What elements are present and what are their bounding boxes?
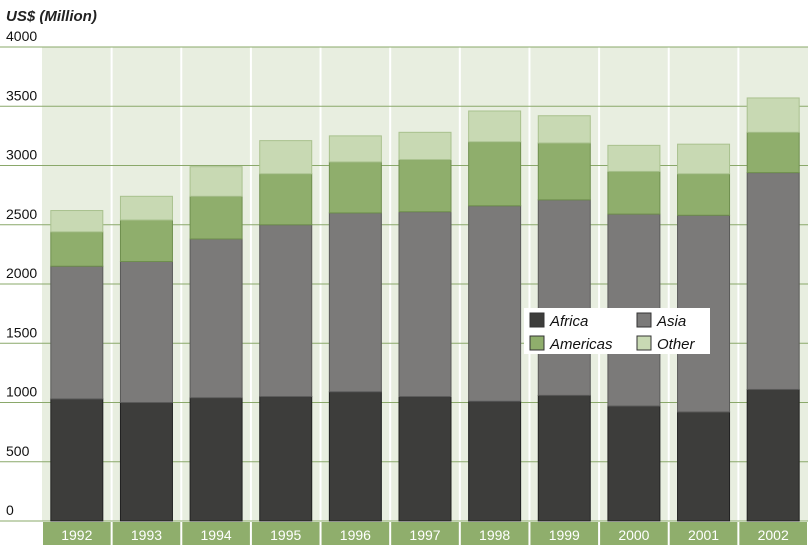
- y-tick-label: 1500: [6, 324, 37, 340]
- y-tick-label: 2000: [6, 265, 37, 281]
- legend-box: [524, 308, 710, 354]
- bars-group: [50, 97, 800, 522]
- y-tick-label: 500: [6, 443, 30, 459]
- y-tick-label: 2500: [6, 206, 37, 222]
- bar-segment-other-1996: [328, 135, 382, 163]
- bar-segment-americas-1999: [537, 142, 591, 201]
- legend-swatch-americas: [529, 335, 545, 351]
- x-tick-label: 1997: [409, 527, 440, 543]
- bar-segment-other-2002: [746, 97, 800, 133]
- bar-segment-africa-2001: [677, 411, 731, 522]
- x-category-cell: [182, 522, 250, 545]
- x-category-cell: [669, 522, 738, 545]
- bar-segment-asia-1994: [189, 238, 243, 399]
- x-category-cell: [530, 522, 599, 545]
- x-category-cell: [43, 522, 111, 545]
- x-tick-label: 1992: [61, 527, 92, 543]
- bar-segment-asia-2002: [746, 172, 800, 390]
- bar-segment-africa-1994: [189, 397, 243, 522]
- bar-segment-americas-1997: [398, 159, 452, 213]
- y-tick-label: 3000: [6, 147, 37, 163]
- bar-segment-asia-1996: [328, 212, 382, 393]
- x-category-cell: [460, 522, 529, 545]
- x-axis-band: 1992 1993 1994 1995 1996 1997 1998 1999 2000 2001…: [43, 522, 807, 545]
- legend-label-americas: Americas: [549, 336, 613, 353]
- bar-segment-other-1999: [537, 115, 591, 144]
- bar-segment-other-1992: [50, 210, 104, 233]
- x-tick-label: 2000: [618, 527, 649, 543]
- x-tick-label: 1993: [131, 527, 162, 543]
- x-tick-label: 1996: [340, 527, 371, 543]
- bar-segment-africa-2002: [746, 388, 800, 522]
- x-category-cell: [739, 522, 807, 545]
- bar-segment-asia-1995: [259, 224, 313, 398]
- y-axis-unit-label: US$ (Million): [6, 8, 97, 25]
- bar-segment-americas-1996: [328, 161, 382, 214]
- bar-segment-africa-1997: [398, 396, 452, 522]
- bar-segment-other-2000: [607, 144, 661, 172]
- x-category-cell: [251, 522, 320, 545]
- bar-segment-americas-1993: [119, 219, 173, 262]
- legend-label-other: Other: [657, 336, 696, 353]
- bar-segment-africa-1995: [259, 396, 313, 522]
- x-tick-label: 2002: [758, 527, 789, 543]
- x-category-cell: [391, 522, 459, 545]
- bar-segment-americas-1998: [468, 141, 522, 207]
- bar-segment-americas-1995: [259, 173, 313, 226]
- legend-swatch-other: [636, 335, 652, 351]
- y-tick-labels: 0 500 1000 1500 2000 2500 3000 3500 4000: [6, 28, 37, 518]
- x-category-cell: [112, 522, 181, 545]
- bar-segment-africa-1992: [50, 398, 104, 522]
- x-category-cell: [600, 522, 668, 545]
- bar-segment-africa-1996: [328, 391, 382, 522]
- legend: Africa Asia Americas Other: [524, 308, 710, 354]
- bar-segment-other-1995: [259, 140, 313, 175]
- bar-segment-other-2001: [677, 143, 731, 175]
- bar-segment-americas-2002: [746, 131, 800, 174]
- bar-segment-americas-2001: [677, 173, 731, 216]
- bar-segment-asia-1999: [537, 199, 591, 396]
- bar-segment-asia-1992: [50, 265, 104, 400]
- y-tick-label: 0: [6, 502, 14, 518]
- legend-label-africa: Africa: [549, 313, 588, 330]
- x-tick-label: 1994: [201, 527, 232, 543]
- x-tick-label: 1995: [270, 527, 301, 543]
- legend-swatch-africa: [529, 312, 545, 328]
- bar-segment-americas-1992: [50, 231, 104, 267]
- x-tick-label: 1998: [479, 527, 510, 543]
- bar-segment-africa-1998: [468, 400, 522, 522]
- bar-segment-other-1997: [398, 131, 452, 161]
- x-category-cell: [321, 522, 390, 545]
- x-tick-label: 1999: [549, 527, 580, 543]
- bar-segment-asia-1997: [398, 211, 452, 398]
- bar-segment-other-1993: [119, 195, 173, 221]
- bar-segment-americas-1994: [189, 195, 243, 240]
- bar-segment-asia-1998: [468, 205, 522, 402]
- y-tick-label: 3500: [6, 87, 37, 103]
- bar-segment-americas-2000: [607, 170, 661, 215]
- x-tick-label: 2001: [688, 527, 719, 543]
- bar-segment-africa-1993: [119, 402, 173, 522]
- y-tick-label: 4000: [6, 28, 37, 44]
- bar-segment-africa-2000: [607, 405, 661, 522]
- bar-segment-other-1998: [468, 110, 522, 143]
- bar-segment-asia-1993: [119, 260, 173, 403]
- legend-swatch-asia: [636, 312, 652, 328]
- bar-segment-africa-1999: [537, 394, 591, 522]
- legend-label-asia: Asia: [656, 313, 686, 330]
- y-tick-label: 1000: [6, 384, 37, 400]
- bar-segment-other-1994: [189, 166, 243, 197]
